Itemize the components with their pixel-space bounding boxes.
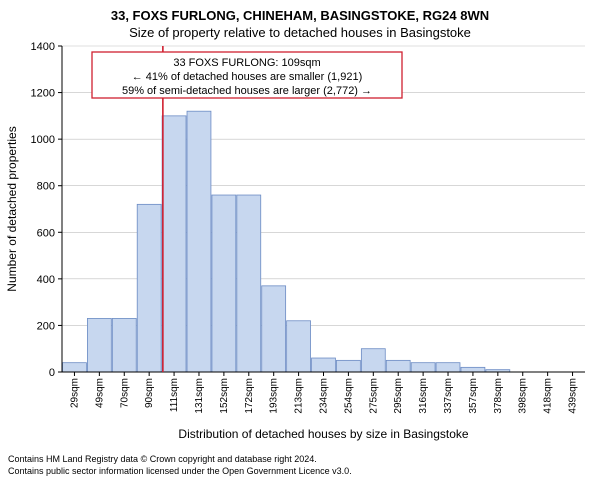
x-tick-label: 378sqm (493, 378, 504, 414)
y-tick-label: 200 (37, 320, 55, 332)
histogram-bar (162, 116, 186, 372)
histogram-bar (187, 111, 211, 372)
histogram-bar (336, 360, 360, 372)
x-tick-label: 49sqm (94, 378, 105, 408)
x-tick-label: 90sqm (144, 378, 155, 408)
x-tick-label: 172sqm (244, 378, 255, 414)
y-tick-label: 600 (37, 227, 55, 239)
y-tick-label: 1400 (31, 41, 55, 53)
histogram-bar (87, 318, 111, 372)
footer-attribution: Contains HM Land Registry data © Crown c… (0, 450, 600, 477)
chart-title-line1: 33, FOXS FURLONG, CHINEHAM, BASINGSTOKE,… (0, 8, 600, 23)
histogram-bar (63, 363, 87, 372)
histogram-svg: 0 200 400 600 800 1000 1200 1400 29sqm 49sqm 70sqm… (0, 40, 600, 450)
x-tick-label: 337sqm (443, 378, 454, 414)
x-tick-label: 213sqm (294, 378, 305, 414)
y-tick-label: 1200 (31, 88, 55, 100)
x-tick-label: 70sqm (119, 378, 130, 408)
histogram-bar (262, 286, 286, 372)
histogram-bar (386, 360, 410, 372)
histogram-bar (411, 363, 435, 372)
y-tick-label: 800 (37, 181, 55, 193)
y-tick-label: 1000 (31, 134, 55, 146)
x-tick-label: 152sqm (219, 378, 230, 414)
footer-line1: Contains HM Land Registry data © Crown c… (8, 454, 592, 466)
chart-title-line2: Size of property relative to detached ho… (0, 25, 600, 40)
histogram-bar (237, 195, 261, 372)
x-tick-label: 234sqm (319, 378, 330, 414)
y-tick-label: 400 (37, 274, 55, 286)
histogram-bar (436, 363, 460, 372)
histogram-bar (212, 195, 236, 372)
callout-line2: ← 41% of detached houses are smaller (1,… (132, 71, 363, 83)
x-tick-label: 111sqm (169, 378, 180, 412)
x-tick-label: 439sqm (568, 378, 579, 414)
x-tick-label: 316sqm (418, 378, 429, 414)
callout-line3: 59% of semi-detached houses are larger (… (122, 85, 372, 97)
x-tick-label: 193sqm (269, 378, 280, 414)
x-tick-label: 295sqm (393, 378, 404, 414)
x-tick-label: 275sqm (368, 378, 379, 414)
histogram-bar (287, 321, 311, 372)
x-tick-label: 254sqm (343, 378, 354, 414)
x-tick-label: 398sqm (518, 378, 529, 414)
chart-title-block: 33, FOXS FURLONG, CHINEHAM, BASINGSTOKE,… (0, 0, 600, 40)
x-tick-label: 418sqm (543, 378, 554, 414)
x-tick-label: 29sqm (69, 378, 80, 408)
y-tick-label: 0 (49, 367, 55, 379)
x-axis-title: Distribution of detached houses by size … (178, 427, 468, 441)
x-tick-label: 357sqm (468, 378, 479, 414)
histogram-bar (312, 358, 336, 372)
histogram-bar (137, 204, 161, 372)
x-tick-label: 131sqm (194, 378, 205, 414)
histogram-bar (361, 349, 385, 372)
chart-area: 0 200 400 600 800 1000 1200 1400 29sqm 49sqm 70sqm… (0, 40, 600, 450)
histogram-bar (461, 367, 485, 372)
y-axis-title: Number of detached properties (5, 126, 19, 291)
callout-line1: 33 FOXS FURLONG: 109sqm (173, 57, 320, 69)
histogram-bar (112, 318, 136, 372)
footer-line2: Contains public sector information licen… (8, 466, 592, 478)
